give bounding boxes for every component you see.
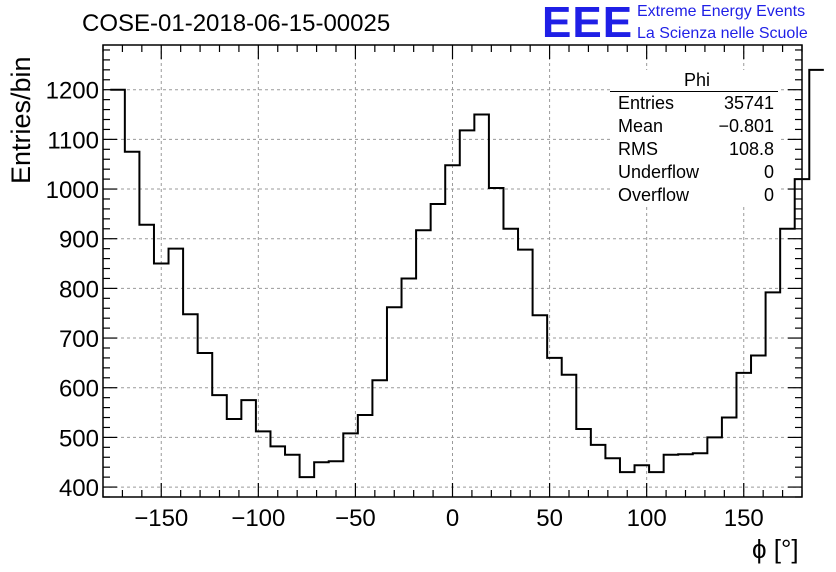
stats-label: RMS <box>618 139 658 159</box>
y-tick-labels: 400 500 600 700 800 900 1000 1100 1200 <box>46 78 99 502</box>
y-tick-label: 900 <box>59 227 99 254</box>
eee-logo: EEE <box>542 0 634 47</box>
stats-label: Entries <box>618 93 675 113</box>
axis-ticks <box>102 45 803 498</box>
y-tick-label: 500 <box>59 425 99 452</box>
y-tick-label: 700 <box>59 326 99 353</box>
x-tick-label: 50 <box>536 505 563 532</box>
stats-row-overflow: Overflow 0 <box>610 184 778 207</box>
y-tick-label: 1100 <box>47 127 99 154</box>
chart-title: COSE-01-2018-06-15-00025 <box>82 10 391 37</box>
stats-row-underflow: Underflow 0 <box>610 161 778 184</box>
y-tick-label: 400 <box>59 475 99 502</box>
stats-title: Phi <box>610 70 778 92</box>
stats-value: 0 <box>763 185 774 205</box>
x-axis-label: ϕ [°] <box>752 534 799 564</box>
histogram-series <box>110 68 824 479</box>
x-tick-label: −150 <box>134 505 188 532</box>
stats-value: 108.8 <box>728 139 774 159</box>
stats-value: 0 <box>763 162 774 182</box>
y-tick-label: 600 <box>59 376 99 403</box>
y-tick-label: 1200 <box>46 78 99 105</box>
stats-row-entries: Entries 35741 <box>610 92 778 115</box>
y-axis-label-text: Entries/bin <box>6 56 36 184</box>
x-tick-label: 150 <box>724 505 764 532</box>
stats-row-mean: Mean −0.801 <box>610 115 778 138</box>
y-tick-label: 800 <box>59 276 99 303</box>
stats-box: Phi Entries 35741 Mean −0.801 RMS 108.8 … <box>610 70 778 207</box>
stats-value: −0.801 <box>718 116 774 136</box>
eee-logo-line1: Extreme Energy Events <box>637 3 806 20</box>
eee-logo-line2: La Scienza nelle Scuole <box>637 25 808 42</box>
x-tick-label: 0 <box>446 505 459 532</box>
stats-row-rms: RMS 108.8 <box>610 138 778 161</box>
grid-lines <box>103 45 802 497</box>
x-tick-label: −100 <box>231 505 285 532</box>
x-tick-labels: −150 −100 −50 0 50 100 150 <box>134 505 764 532</box>
x-tick-label: −50 <box>335 505 376 532</box>
stats-label: Overflow <box>618 185 690 205</box>
y-tick-label: 1000 <box>46 177 99 204</box>
stats-value: 35741 <box>723 93 774 113</box>
histogram-step-line <box>110 68 824 479</box>
stats-label: Mean <box>618 116 664 136</box>
stats-label: Underflow <box>618 162 700 182</box>
x-tick-label: 100 <box>627 505 667 532</box>
